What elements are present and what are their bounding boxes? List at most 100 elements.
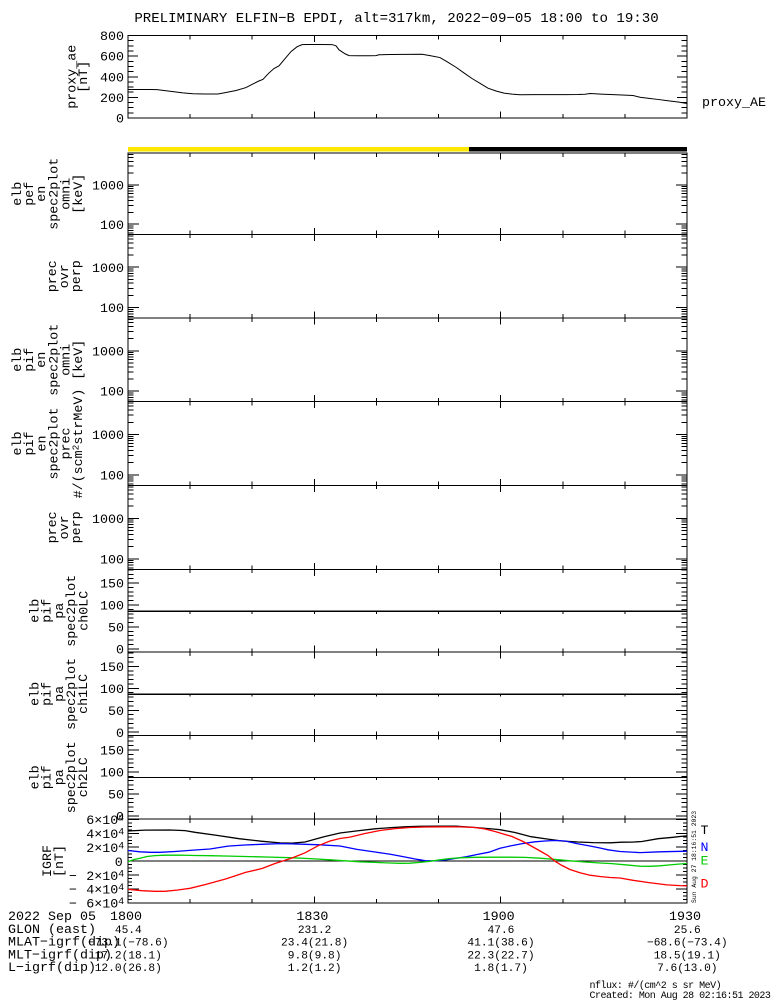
svg-text:100: 100 (100, 386, 124, 401)
svg-text:600: 600 (100, 51, 124, 66)
svg-text:1830: 1830 (296, 910, 328, 925)
svg-text:100: 100 (100, 302, 124, 317)
svg-text:Sun Aug 27 18:16:51 2023: Sun Aug 27 18:16:51 2023 (691, 811, 698, 903)
svg-text:PRELIMINARY ELFIN−B EPDI, alt=: PRELIMINARY ELFIN−B EPDI, alt=317km, 202… (134, 11, 658, 27)
svg-text:4×104: 4×104 (86, 826, 124, 843)
svg-text:omni: omni (60, 344, 75, 376)
svg-text:50: 50 (108, 705, 124, 720)
svg-text:400: 400 (100, 71, 124, 86)
svg-text:7.6(13.0): 7.6(13.0) (657, 963, 717, 975)
svg-text:50: 50 (108, 622, 124, 637)
svg-text:Created: Mon Aug 28 02:16:51 2: Created: Mon Aug 28 02:16:51 2023 (590, 990, 771, 1000)
svg-text:pif: pif (41, 682, 56, 706)
svg-text:spec2plot: spec2plot (65, 741, 80, 813)
svg-text:−73.1(−78.6): −73.1(−78.6) (88, 938, 169, 950)
svg-text:en: en (35, 436, 50, 452)
svg-text:1930: 1930 (669, 910, 701, 925)
svg-text:0: 0 (115, 856, 123, 871)
svg-text:150: 150 (100, 745, 124, 760)
svg-text:1.2(1.2): 1.2(1.2) (288, 963, 342, 975)
svg-text:GLON (east): GLON (east) (8, 923, 96, 938)
svg-text:17.2(18.1): 17.2(18.1) (95, 950, 162, 962)
svg-text:T: T (701, 824, 709, 839)
svg-text:0: 0 (116, 727, 124, 742)
svg-text:2×104: 2×104 (86, 868, 124, 885)
svg-text:proxy_AE: proxy_AE (702, 96, 766, 111)
svg-text:ch2LC: ch2LC (77, 757, 92, 797)
svg-text:47.6: 47.6 (488, 925, 515, 937)
svg-text:pif: pif (23, 432, 38, 456)
svg-text:0: 0 (116, 113, 124, 128)
svg-text:elb: elb (11, 348, 26, 372)
svg-text:spec2plot: spec2plot (47, 158, 62, 230)
svg-text:en: en (35, 352, 50, 368)
svg-text:pef: pef (23, 182, 38, 206)
svg-text:12.0(26.8): 12.0(26.8) (95, 963, 162, 975)
svg-text:2022 Sep 05: 2022 Sep 05 (8, 910, 96, 925)
svg-text:150: 150 (100, 661, 124, 676)
svg-text:elb: elb (28, 682, 43, 706)
svg-text:N: N (701, 841, 709, 856)
svg-text:IGRF: IGRF (41, 845, 56, 877)
svg-text:−: − (69, 884, 77, 899)
svg-text:prec: prec (46, 511, 61, 543)
svg-text:231.2: 231.2 (298, 925, 332, 937)
svg-text:50: 50 (108, 788, 124, 803)
svg-text:25.6: 25.6 (674, 925, 701, 937)
svg-text:100: 100 (100, 219, 124, 234)
svg-text:[nT]: [nT] (53, 845, 68, 877)
svg-text:1000: 1000 (92, 262, 124, 277)
svg-text:L−igrf(dip): L−igrf(dip) (8, 961, 96, 976)
svg-text:1000: 1000 (92, 429, 124, 444)
svg-text:elb: elb (28, 765, 43, 789)
svg-text:elb: elb (11, 432, 26, 456)
svg-text:−: − (69, 870, 77, 885)
svg-text:ovr: ovr (58, 264, 73, 288)
svg-text:9.8(9.8): 9.8(9.8) (288, 950, 342, 962)
svg-text:pa: pa (53, 686, 68, 702)
svg-text:[keV]: [keV] (72, 174, 87, 214)
svg-text:MLAT−igrf(dip): MLAT−igrf(dip) (8, 936, 120, 951)
svg-text:150: 150 (100, 578, 124, 593)
svg-text:spec2plot: spec2plot (47, 324, 62, 396)
svg-text:100: 100 (100, 553, 124, 568)
svg-text:omni: omni (60, 178, 75, 210)
svg-text:#/(scm2strMeV): #/(scm2strMeV) (70, 389, 87, 499)
svg-text:1000: 1000 (92, 180, 124, 195)
svg-text:800: 800 (100, 30, 124, 45)
svg-text:ch1LC: ch1LC (77, 674, 92, 714)
svg-text:45.4: 45.4 (115, 925, 142, 937)
svg-text:6×104: 6×104 (86, 812, 124, 829)
svg-text:100: 100 (100, 767, 124, 782)
svg-text:pif: pif (23, 348, 38, 372)
svg-text:en: en (35, 186, 50, 202)
svg-text:pa: pa (53, 603, 68, 619)
svg-text:22.3(22.7): 22.3(22.7) (467, 950, 534, 962)
svg-text:6×104: 6×104 (86, 896, 124, 913)
svg-text:pif: pif (41, 599, 56, 623)
svg-text:perp: perp (70, 511, 85, 543)
svg-text:100: 100 (100, 683, 124, 698)
svg-text:0: 0 (116, 644, 124, 659)
svg-text:perp: perp (70, 260, 85, 292)
svg-text:elb: elb (11, 182, 26, 206)
svg-text:spec2plot: spec2plot (65, 575, 80, 647)
svg-text:prec: prec (46, 260, 61, 292)
svg-text:[keV]: [keV] (72, 340, 87, 380)
svg-text:0: 0 (116, 810, 124, 825)
svg-text:MLT−igrf(dip): MLT−igrf(dip) (8, 948, 112, 963)
svg-text:4×104: 4×104 (86, 882, 124, 899)
svg-text:100: 100 (100, 470, 124, 485)
svg-text:1.8(1.7): 1.8(1.7) (474, 963, 528, 975)
svg-text:proxy_ae: proxy_ae (66, 45, 81, 109)
svg-text:18.5(19.1): 18.5(19.1) (654, 950, 721, 962)
svg-text:100: 100 (100, 600, 124, 615)
svg-text:1000: 1000 (92, 513, 124, 528)
svg-text:pa: pa (53, 769, 68, 785)
svg-text:[nT]: [nT] (77, 61, 92, 93)
svg-text:E: E (701, 855, 709, 870)
svg-text:1900: 1900 (483, 910, 515, 925)
svg-text:1000: 1000 (92, 345, 124, 360)
svg-text:−68.6(−73.4): −68.6(−73.4) (647, 938, 728, 950)
svg-text:1800: 1800 (110, 910, 142, 925)
